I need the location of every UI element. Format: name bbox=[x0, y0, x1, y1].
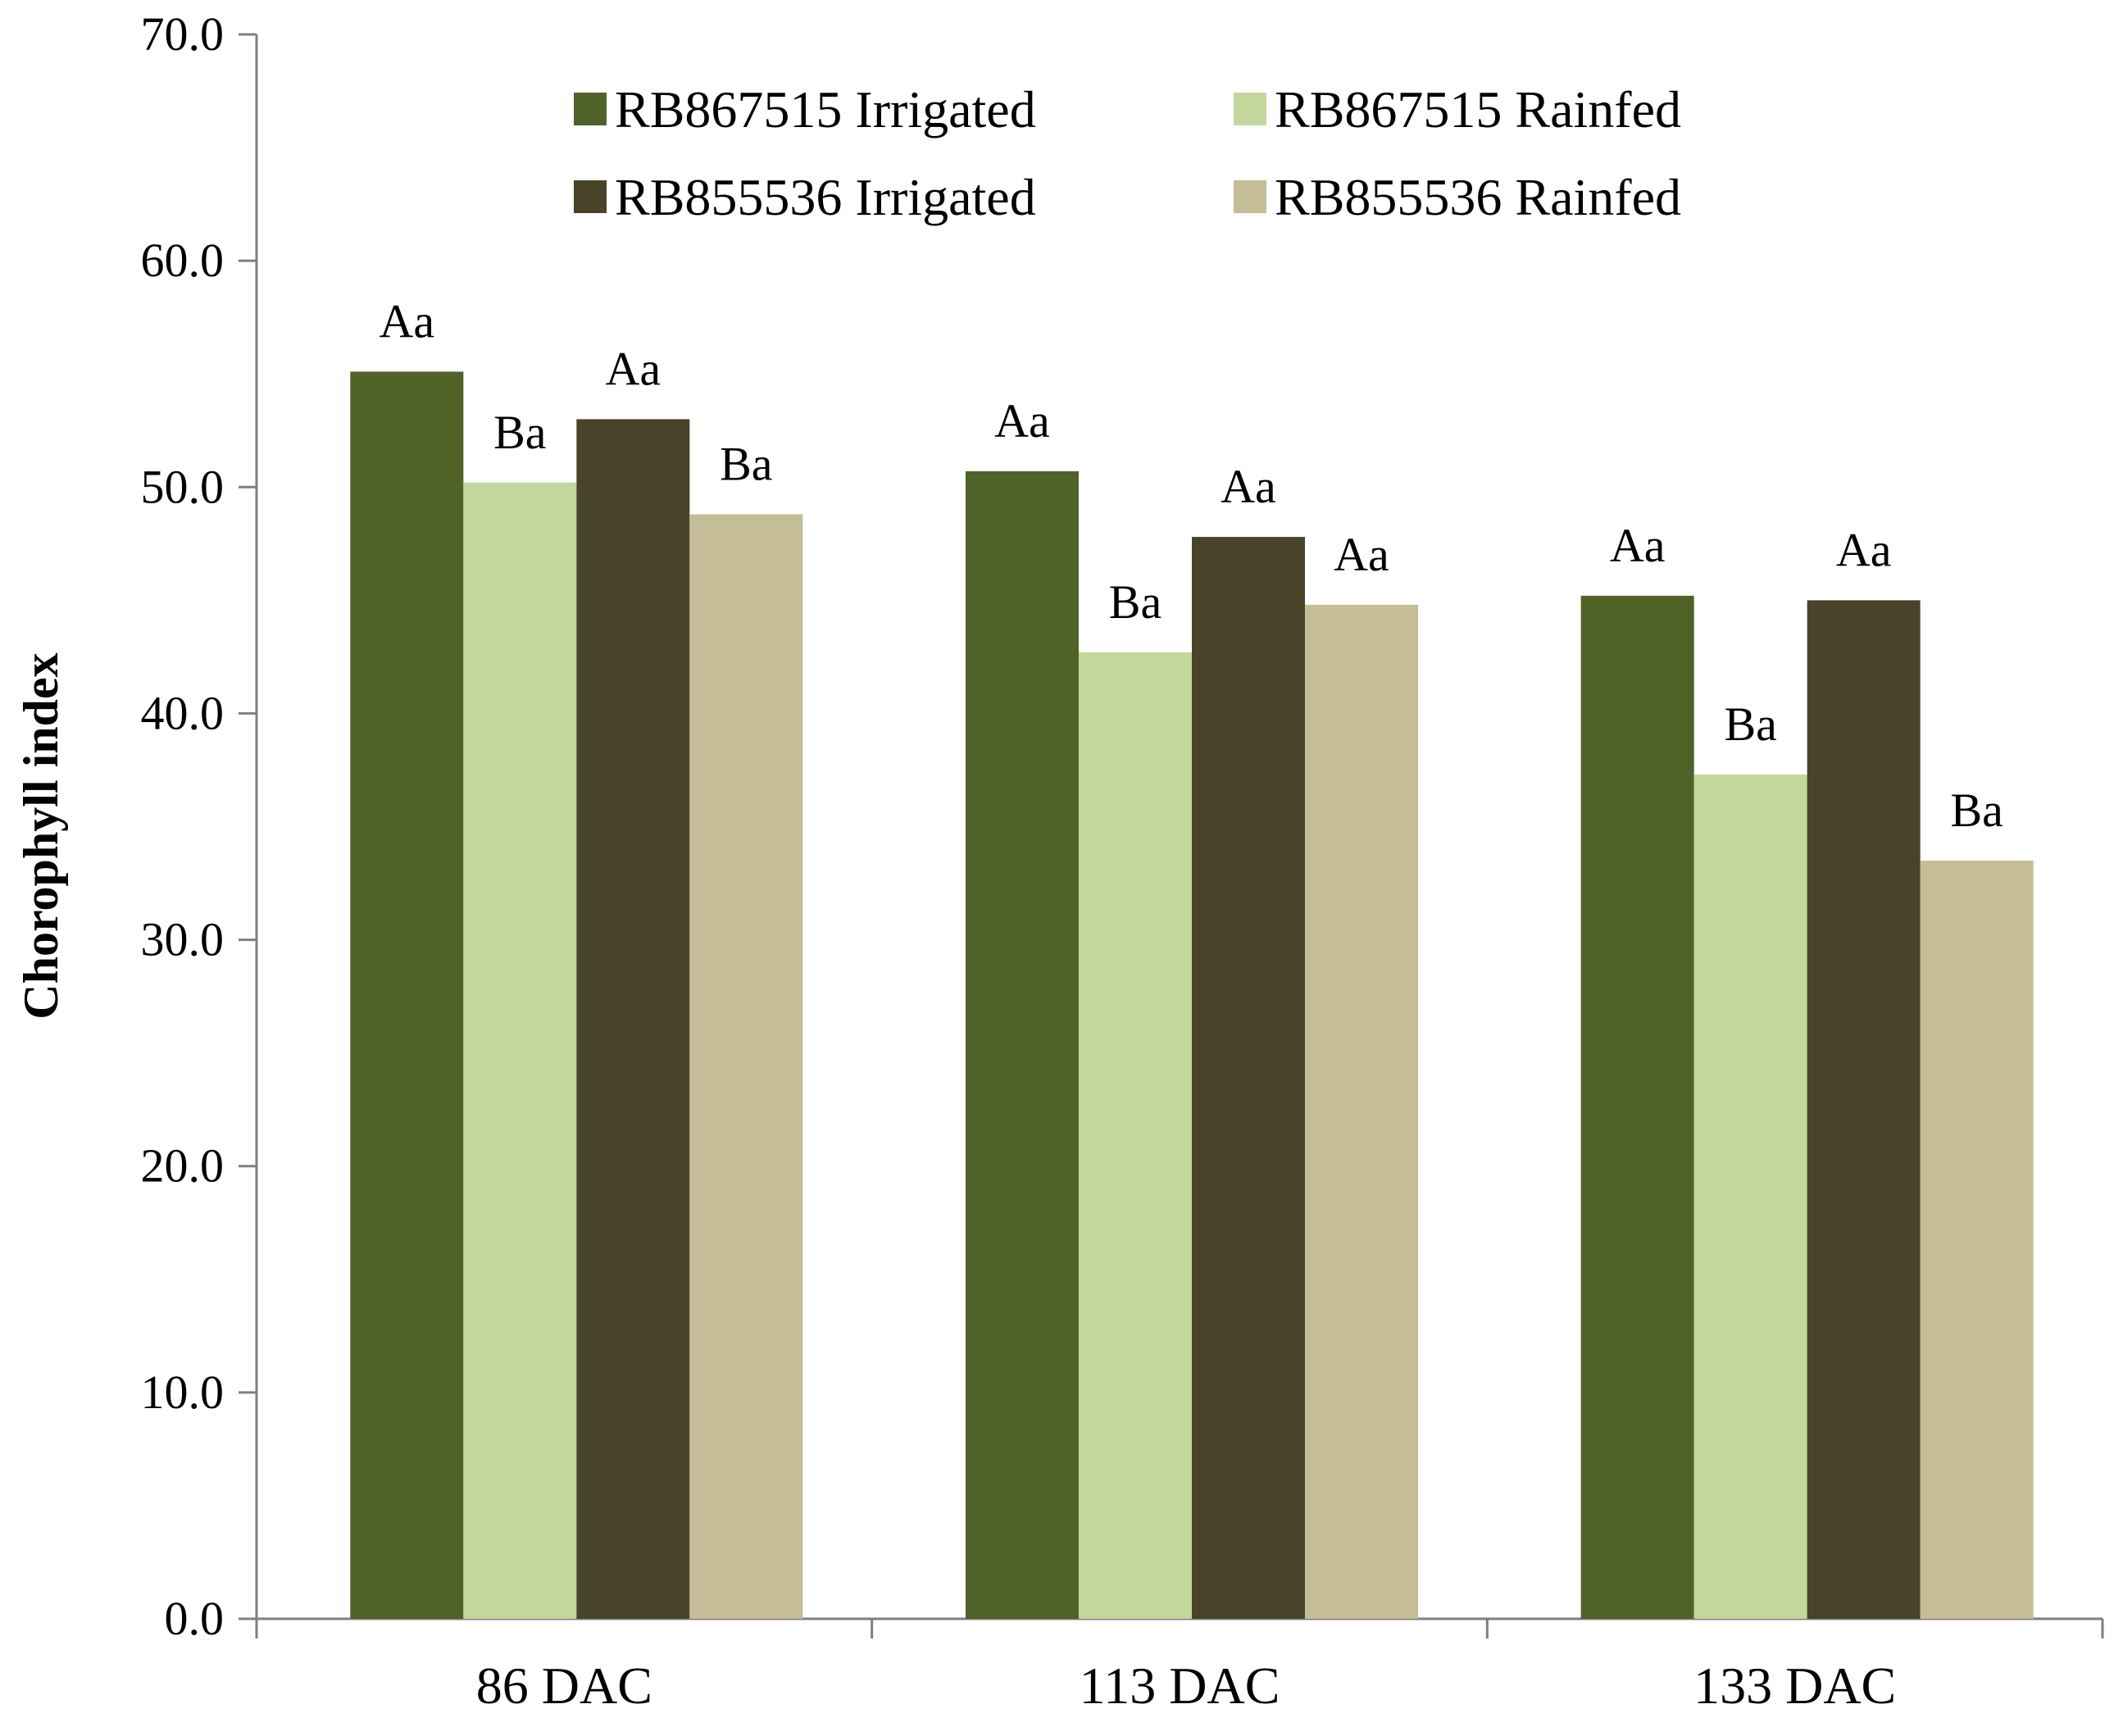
y-tick-label: 70.0 bbox=[141, 7, 225, 61]
legend-swatch bbox=[574, 180, 607, 213]
bar bbox=[1192, 537, 1305, 1620]
x-category-label: 113 DAC bbox=[1080, 1656, 1280, 1715]
y-tick-label: 30.0 bbox=[141, 913, 225, 966]
bar bbox=[1807, 600, 1921, 1619]
legend-label: RB867515 Rainfed bbox=[1275, 80, 1681, 139]
legend: RB867515 Irrigated RB867515 Rainfed RB8555… bbox=[574, 80, 1681, 226]
bar bbox=[1920, 860, 2034, 1619]
y-tick-label: 20.0 bbox=[141, 1139, 225, 1193]
bar bbox=[1305, 604, 1418, 1619]
bar-data-label: Ba bbox=[1724, 698, 1776, 751]
bar bbox=[350, 371, 464, 1619]
x-category-label: 86 DAC bbox=[476, 1656, 652, 1715]
bar-data-label: Aa bbox=[1334, 528, 1389, 581]
legend-label: RB855536 Irrigated bbox=[615, 168, 1036, 226]
bar-data-label: Ba bbox=[1109, 575, 1162, 629]
x-category-label: 133 DAC bbox=[1693, 1656, 1896, 1715]
bar-data-label: Ba bbox=[1950, 784, 2003, 837]
bar-data-label: Aa bbox=[1221, 460, 1276, 513]
legend-label: RB855536 Rainfed bbox=[1275, 168, 1681, 226]
bar-data-label: Ba bbox=[493, 406, 546, 459]
bar bbox=[1079, 652, 1192, 1619]
y-tick-label: 60.0 bbox=[141, 234, 225, 287]
y-tick-label: 10.0 bbox=[141, 1366, 225, 1419]
bar-data-label: Aa bbox=[994, 394, 1050, 448]
y-tick-label: 40.0 bbox=[141, 686, 225, 739]
bar-data-label: Aa bbox=[380, 294, 435, 348]
y-tick-label: 0.0 bbox=[165, 1592, 225, 1645]
bar bbox=[689, 514, 803, 1619]
y-tick-label: 50.0 bbox=[141, 460, 225, 513]
bars bbox=[350, 371, 2034, 1620]
axes: 0.0 10.0 20.0 30.0 40.0 50.0 60.0 70.0 86 DAC 113… bbox=[141, 7, 2104, 1715]
bar bbox=[1580, 595, 1694, 1620]
bar-data-label: Aa bbox=[1836, 523, 1892, 576]
bar bbox=[966, 470, 1079, 1619]
y-axis-title: Chorophyll index bbox=[14, 652, 68, 1019]
legend-swatch bbox=[574, 93, 607, 125]
legend-swatch bbox=[1234, 93, 1266, 125]
bar-data-label: Ba bbox=[720, 437, 772, 490]
bar-labels: Aa Ba Aa Ba Aa Ba Aa Aa Aa Ba Aa Ba bbox=[380, 294, 2003, 836]
bar-data-label: Aa bbox=[606, 342, 661, 395]
bar bbox=[576, 419, 690, 1619]
bar bbox=[1693, 774, 1807, 1620]
bar-data-label: Aa bbox=[1610, 519, 1666, 572]
bar bbox=[463, 482, 577, 1619]
legend-label: RB867515 Irrigated bbox=[615, 80, 1036, 139]
legend-swatch bbox=[1234, 180, 1266, 213]
